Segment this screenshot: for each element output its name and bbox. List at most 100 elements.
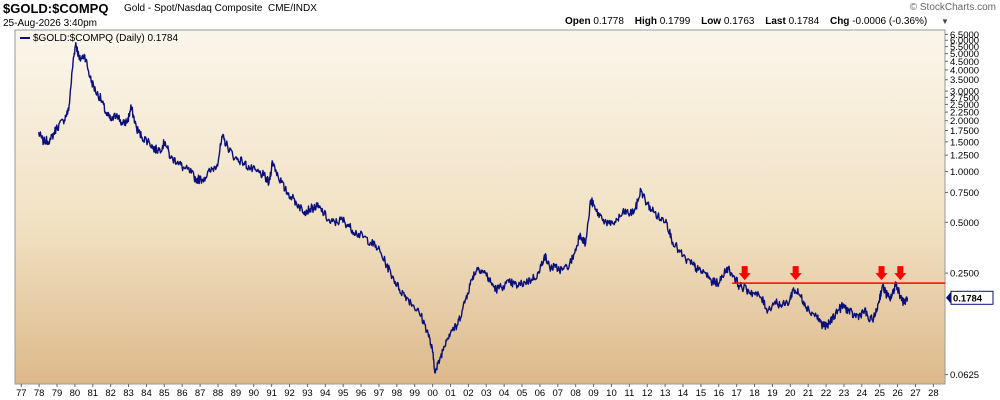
x-tick-label: 25 <box>874 388 885 399</box>
x-tick-label: 14 <box>678 388 689 399</box>
open-label: Open <box>565 16 591 27</box>
brand-text: © StockCharts.com <box>909 2 996 13</box>
legend: $GOLD:$COMPQ (Daily) 0.1784 <box>20 33 178 44</box>
y-tick-label: 1.0000 <box>950 167 979 178</box>
x-tick-label: 81 <box>88 388 99 399</box>
x-tick-label: 84 <box>141 388 152 399</box>
high-value: 0.1799 <box>659 16 691 27</box>
x-tick-label: 89 <box>231 388 242 399</box>
x-tick-label: 92 <box>284 388 295 399</box>
x-tick-label: 00 <box>427 388 438 399</box>
y-tick-label: 0.5000 <box>950 218 979 229</box>
x-tick-label: 26 <box>892 388 903 399</box>
last-value-box <box>950 290 994 305</box>
y-tick-label: 6.5000 <box>950 30 979 41</box>
y-tick-label: 2.7500 <box>950 93 979 104</box>
x-tick-label: 85 <box>159 388 170 399</box>
x-tick-label: 23 <box>839 388 850 399</box>
x-tick-label: 06 <box>535 388 546 399</box>
x-tick-label: 16 <box>713 388 724 399</box>
quote-summary: Open 0.1778 High 0.1799 Low 0.1763 Last … <box>565 16 935 27</box>
x-tick-label: 18 <box>749 388 760 399</box>
x-tick-label: 79 <box>52 388 63 399</box>
x-tick-label: 87 <box>195 388 206 399</box>
exchange-label: CME/INDX <box>267 3 317 14</box>
y-tick-label: 2.2500 <box>950 108 979 119</box>
x-tick-label: 12 <box>642 388 653 399</box>
x-tick-label: 98 <box>392 388 403 399</box>
low-label: Low <box>701 16 722 27</box>
chg-value: -0.0006 (-0.36%) <box>852 16 928 27</box>
annotations <box>732 266 945 284</box>
symbol-description: Gold - Spot/Nasdaq Composite CME/INDX <box>124 3 317 14</box>
x-tick-label: 94 <box>320 388 331 399</box>
x-tick-label: 95 <box>338 388 349 399</box>
x-tick-label: 91 <box>266 388 277 399</box>
y-tick-label: 4.0000 <box>950 65 979 76</box>
chg-label: Chg <box>829 16 850 27</box>
down-arrow-icon <box>894 266 907 281</box>
y-tick-label: 0.0625 <box>950 370 979 381</box>
y-tick-label: 3.0000 <box>950 87 979 98</box>
brand-link[interactable]: © StockCharts.com <box>910 2 996 13</box>
open-value: 0.1778 <box>593 16 624 27</box>
legend-label: $GOLD:$COMPQ (Daily) 0.1784 <box>33 33 178 44</box>
y-tick-label: 0.7500 <box>950 188 979 199</box>
x-axis: 77 78 79 80 81 82 83 84 85 86 87 88 89 90 91 92 93 94 95 96… <box>16 384 939 399</box>
x-tick-label: 99 <box>409 388 420 399</box>
y-axis: 6.50006.00005.50005.00004.50004.00003.50… <box>945 30 979 381</box>
x-tick-label: 01 <box>445 388 456 399</box>
price-line <box>38 42 909 374</box>
x-tick-label: 21 <box>803 388 814 399</box>
x-tick-label: 86 <box>177 388 188 399</box>
symbol-title: $GOLD:$COMPQ <box>3 1 109 16</box>
x-tick-label: 17 <box>731 388 742 399</box>
y-tick-label: 1.5000 <box>950 137 979 148</box>
x-tick-label: 93 <box>302 388 313 399</box>
y-tick-label: 1.7500 <box>950 126 979 137</box>
y-tick-label: 2.5000 <box>950 100 979 111</box>
plot-area <box>14 29 946 385</box>
x-tick-label: 20 <box>785 388 796 399</box>
x-tick-label: 96 <box>356 388 367 399</box>
x-tick-label: 07 <box>553 388 564 399</box>
x-tick-label: 08 <box>570 388 581 399</box>
x-tick-label: 28 <box>928 388 939 399</box>
x-tick-label: 04 <box>499 388 510 399</box>
y-tick-label: 3.5000 <box>950 75 979 86</box>
last-value: 0.1784 <box>788 16 820 27</box>
x-tick-label: 83 <box>123 388 134 399</box>
y-tick-label: 2.0000 <box>950 116 979 127</box>
low-value: 0.1763 <box>723 16 755 27</box>
x-tick-label: 97 <box>374 388 385 399</box>
x-tick-label: 13 <box>660 388 671 399</box>
down-arrow-icon <box>875 266 888 281</box>
x-tick-label: 10 <box>606 388 617 399</box>
y-tick-label: 1.2500 <box>950 151 979 162</box>
high-label: High <box>634 16 657 27</box>
last-value-pointer-icon <box>946 291 951 304</box>
x-tick-label: 77 <box>16 388 27 399</box>
x-tick-label: 82 <box>105 388 116 399</box>
x-tick-label: 27 <box>910 388 921 399</box>
x-tick-label: 15 <box>696 388 707 399</box>
x-tick-label: 05 <box>517 388 528 399</box>
x-tick-label: 80 <box>70 388 81 399</box>
last-value-marker: 0.1784 <box>946 290 994 305</box>
x-tick-label: 90 <box>248 388 259 399</box>
down-arrow-icon <box>789 266 802 281</box>
x-tick-label: 24 <box>857 388 868 399</box>
y-tick-label: 0.2500 <box>950 269 979 280</box>
x-tick-label: 11 <box>624 388 634 399</box>
x-tick-label: 19 <box>767 388 778 399</box>
y-tick-label: 5.0000 <box>950 49 979 60</box>
chart-menu-chevron-icon[interactable]: ▼ <box>941 17 949 26</box>
x-tick-label: 09 <box>588 388 599 399</box>
x-tick-label: 22 <box>821 388 832 399</box>
security-name: Gold - Spot/Nasdaq Composite <box>124 3 263 14</box>
timestamp: 25-Aug-2026 3:40pm <box>3 18 97 29</box>
series-group <box>38 42 909 374</box>
last-label: Last <box>765 16 786 27</box>
last-value-label: 0.1784 <box>953 293 983 304</box>
